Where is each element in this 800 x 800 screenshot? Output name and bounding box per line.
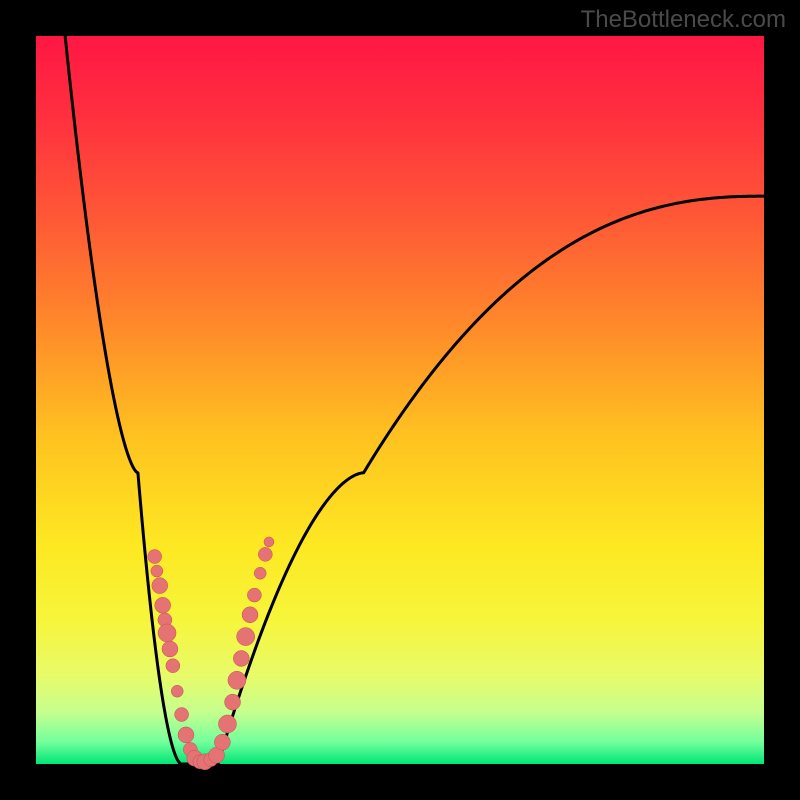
data-marker [225,694,241,710]
data-marker [148,550,162,564]
plot-background-gradient [36,36,764,764]
data-marker [228,671,246,689]
data-marker [158,624,176,642]
watermark-text: TheBottleneck.com [581,6,786,34]
data-marker [247,588,261,602]
data-marker [264,537,274,547]
data-marker [175,708,189,722]
data-marker [258,547,272,561]
bottleneck-curve-chart [0,0,800,800]
data-marker [254,567,266,579]
data-marker [233,650,249,666]
data-marker [242,607,258,623]
data-marker [237,628,255,646]
data-marker [166,659,180,673]
chart-container: TheBottleneck.com [0,0,800,800]
data-marker [152,578,168,594]
data-marker [178,727,194,743]
data-marker [171,685,183,697]
data-marker [155,597,171,613]
data-marker [218,715,236,733]
data-marker [151,565,163,577]
data-marker [214,734,230,750]
data-marker [162,641,178,657]
